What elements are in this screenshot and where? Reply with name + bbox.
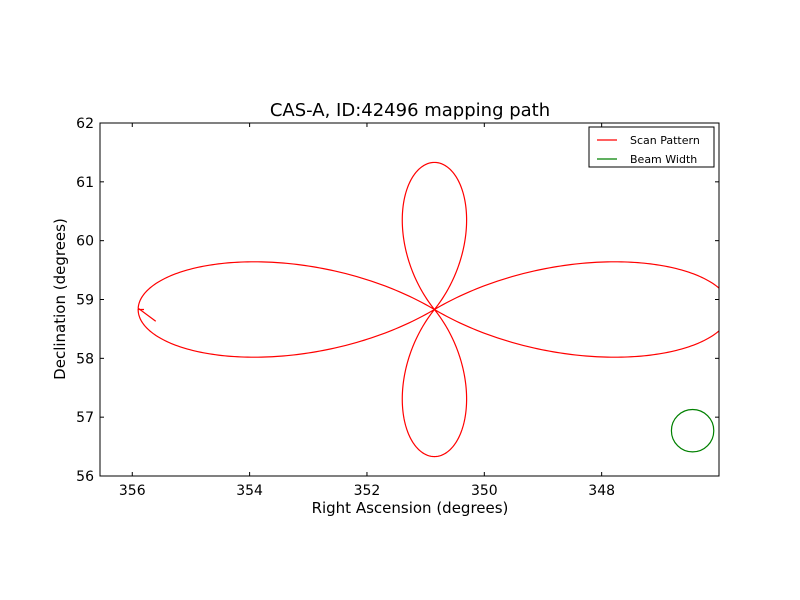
legend-label-1: Beam Width [630, 153, 697, 166]
x-tick-label: 352 [354, 483, 381, 499]
legend-label-0: Scan Pattern [630, 134, 700, 147]
x-tick-label: 354 [236, 483, 263, 499]
y-tick-label: 59 [76, 293, 94, 309]
x-tick-label: 350 [471, 483, 498, 499]
legend-frame [588, 126, 715, 168]
y-tick-label: 61 [76, 175, 94, 191]
y-tick-label: 57 [76, 410, 94, 426]
legend: Scan Pattern Beam Width [588, 126, 715, 168]
plot-area: 356 354 352 350 348 56 57 58 59 60 61 62 Scan Patter… [76, 116, 720, 499]
x-tick-label: 356 [119, 483, 146, 499]
y-tick-label: 56 [76, 469, 94, 485]
y-tick-label: 58 [76, 351, 94, 367]
x-axis-label: Right Ascension (degrees) [312, 499, 509, 517]
y-axis-label: Declination (degrees) [51, 218, 69, 380]
beam-width-circle [670, 408, 715, 453]
x-tick-label: 348 [588, 483, 615, 499]
scan-pattern-line [137, 161, 719, 458]
chart-title: CAS-A, ID:42496 mapping path [270, 100, 550, 121]
y-tick-label: 62 [76, 116, 94, 132]
y-tick-label: 60 [76, 234, 94, 250]
data-layer [137, 161, 719, 458]
